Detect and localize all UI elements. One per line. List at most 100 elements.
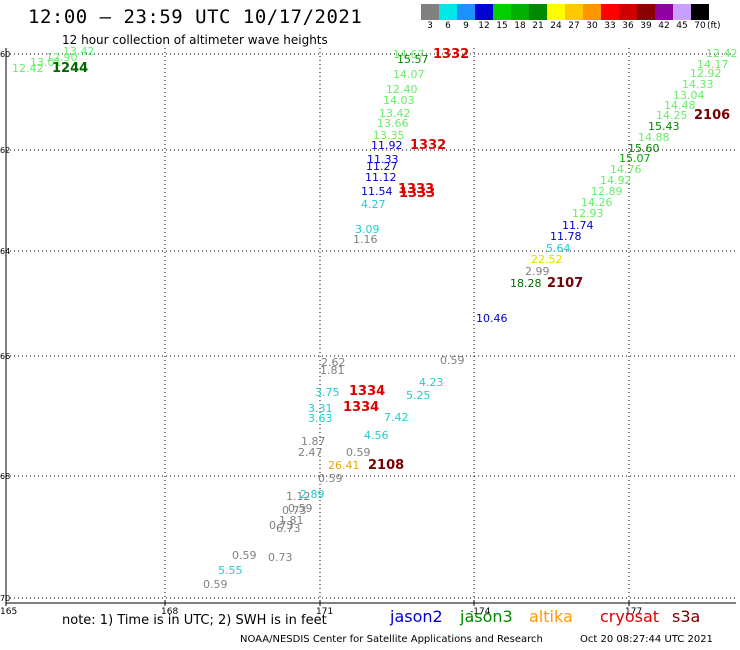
lat-tick-label: 62 [0, 146, 10, 155]
wave-height-label: 14.26 [581, 196, 613, 209]
color-scale-label: 42 [658, 21, 670, 31]
wave-height-label: 3.75 [315, 386, 340, 399]
color-scale-swatch [691, 4, 709, 20]
wave-height-label: 5.25 [406, 389, 431, 402]
wave-height-label: 15.07 [619, 152, 651, 165]
pass-time-label: 1332 [410, 138, 446, 153]
wave-height-label: 11.74 [562, 219, 594, 232]
color-scale-label: 30 [586, 21, 598, 31]
wave-height-label: 0.59 [232, 549, 257, 562]
wave-height-label: 14.25 [656, 109, 688, 122]
wave-height-label: 1.12 [286, 490, 311, 503]
wave-height-label: 2.47 [298, 446, 323, 459]
wave-height-label: 2.99 [525, 265, 550, 278]
wave-height-label: 14.67 [393, 48, 425, 61]
mission-legend-jason3: jason3 [460, 607, 513, 626]
wave-height-label: 0.73 [268, 551, 293, 564]
color-scale-unit: (ft) [707, 21, 721, 31]
lon-tick-label: 165 [0, 607, 17, 617]
page-title: 12:00 — 23:59 UTC 10/17/2021 [28, 6, 363, 28]
wave-height-label: 5.64 [546, 242, 571, 255]
pass-time-label: 1334 [349, 384, 385, 399]
wave-height-label: 10.46 [476, 312, 508, 325]
color-scale-label: 15 [496, 21, 508, 31]
color-scale-swatch [583, 4, 601, 20]
wave-height-label: 18.28 [510, 277, 542, 290]
wave-height-label: 14.92 [600, 174, 632, 187]
color-scale-label: 9 [463, 21, 469, 31]
color-scale-swatch [547, 4, 565, 20]
color-scale-label: 70 [694, 21, 706, 31]
mission-legend-jason2: jason2 [390, 607, 443, 626]
wave-height-label: 14.33 [682, 78, 714, 91]
wave-height-label: 2.89 [300, 488, 325, 501]
wave-height-label: 1.87 [301, 435, 326, 448]
wave-height-label: 14.88 [638, 131, 670, 144]
wave-height-label: 14.07 [393, 68, 425, 81]
pass-time-label: 2106 [694, 108, 730, 123]
wave-height-label: 4.23 [419, 376, 444, 389]
color-scale-label: 27 [568, 21, 580, 31]
lat-tick-label: 70 [0, 594, 10, 603]
wave-height-label: 12.90 [46, 51, 78, 64]
wave-height-label: 11.92 [371, 139, 403, 152]
wave-height-label: 2.62 [321, 356, 346, 369]
wave-height-label: 15.43 [648, 120, 680, 133]
pass-time-label: 1334 [343, 400, 379, 415]
wave-height-label: 13.66 [377, 117, 409, 130]
wave-height-label: 0.59 [288, 502, 313, 515]
wave-height-label: 14.76 [610, 163, 642, 176]
wave-height-label: 5.55 [218, 564, 243, 577]
mission-legend-cryosat: cryosat [600, 607, 660, 626]
color-scale-label: 18 [514, 21, 526, 31]
wave-height-label: 0.59 [203, 578, 228, 591]
wave-height-label: 12.40 [386, 83, 418, 96]
lon-tick-label: 177 [625, 607, 642, 617]
wave-height-label: 13.42 [63, 45, 95, 58]
wave-height-label: 3.09 [355, 223, 380, 236]
color-scale-label: 3 [427, 21, 433, 31]
pass-time-label: 1332 [433, 47, 469, 62]
color-scale-swatch [565, 4, 583, 20]
wave-height-label: 7.42 [384, 411, 409, 424]
wave-height-label: 3.63 [308, 412, 333, 425]
wave-height-label: 11.54 [361, 185, 393, 198]
wave-height-label: 12.42 [706, 47, 738, 60]
pass-time-label: 2107 [547, 276, 583, 291]
color-scale-swatch [619, 4, 637, 20]
footer-credit: NOAA/NESDIS Center for Satellite Applica… [240, 634, 543, 645]
wave-height-label: 26.41 [328, 459, 360, 472]
color-scale-label: 45 [676, 21, 688, 31]
wave-height-label: 12.92 [690, 67, 722, 80]
wave-height-label: 14.17 [697, 58, 729, 71]
wave-height-label: 13.35 [373, 129, 405, 142]
lat-tick-label: 66 [0, 352, 10, 361]
lat-tick-label: 68 [0, 472, 10, 481]
lon-tick-label: 171 [316, 607, 333, 617]
wave-height-label: 1.81 [279, 514, 304, 527]
color-scale-label: 39 [640, 21, 652, 31]
lon-tick-label: 168 [161, 607, 178, 617]
wave-height-label: 12.89 [591, 185, 623, 198]
wave-height-label: 0.59 [346, 446, 371, 459]
wave-height-label: 15.60 [628, 142, 660, 155]
wave-height-label: 12.42 [12, 62, 44, 75]
mission-legend-altika: altika [529, 607, 573, 626]
mission-legend-s3a: s3a [672, 607, 701, 626]
lon-tick-label: -174 [470, 607, 491, 617]
footer-note: note: 1) Time is in UTC; 2) SWH is in fe… [62, 613, 327, 628]
wave-height-label: 0.59 [440, 354, 465, 367]
wave-height-label: 3.31 [308, 402, 333, 415]
wave-height-label: 13.04 [673, 89, 705, 102]
color-scale-label: 24 [550, 21, 562, 31]
color-scale-swatch [601, 4, 619, 20]
color-scale-label: 12 [478, 21, 490, 31]
wave-height-label: 4.56 [364, 429, 389, 442]
color-scale-swatch [439, 4, 457, 20]
color-scale-swatch [511, 4, 529, 20]
color-scale-swatch [655, 4, 673, 20]
wave-height-label: 12.93 [572, 207, 604, 220]
color-scale-label: 33 [604, 21, 616, 31]
pass-time-label: 2108 [368, 458, 404, 473]
